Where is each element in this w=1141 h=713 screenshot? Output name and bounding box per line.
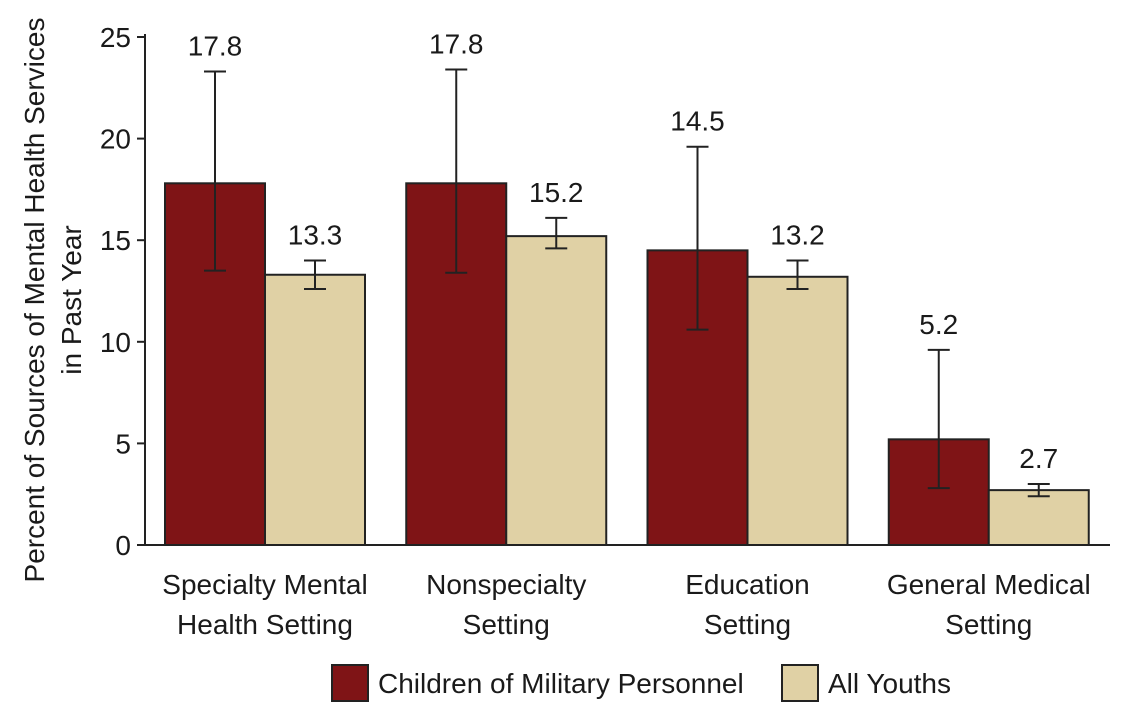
y-tick-label: 20 xyxy=(100,124,131,155)
legend-label: All Youths xyxy=(828,668,951,699)
y-tick-label: 0 xyxy=(115,530,131,561)
data-label: 13.2 xyxy=(770,220,825,251)
bar xyxy=(987,489,1090,546)
x-category-label: General Medical xyxy=(887,569,1091,600)
y-axis-title-line: Percent of Sources of Mental Health Serv… xyxy=(19,18,50,583)
x-category-label: Nonspecialty xyxy=(426,569,586,600)
y-tick-label: 10 xyxy=(100,327,131,358)
data-label: 15.2 xyxy=(529,177,584,208)
x-category-label: Specialty Mental xyxy=(162,569,367,600)
legend-label: Children of Military Personnel xyxy=(378,668,744,699)
data-label: 14.5 xyxy=(670,106,725,137)
y-tick-label: 25 xyxy=(100,22,131,53)
data-label: 17.8 xyxy=(429,29,484,60)
x-category-label: Setting xyxy=(463,609,550,640)
legend-swatch xyxy=(331,664,369,702)
x-category-label: Health Setting xyxy=(177,609,353,640)
y-tick-label: 15 xyxy=(100,225,131,256)
x-category-label: Setting xyxy=(945,609,1032,640)
data-label: 2.7 xyxy=(1019,443,1058,474)
data-label: 17.8 xyxy=(188,31,243,62)
bar xyxy=(505,235,608,547)
y-tick-label: 5 xyxy=(115,428,131,459)
legend-swatch xyxy=(781,664,819,702)
y-axis-title-line: in Past Year xyxy=(56,225,87,374)
data-label: 13.3 xyxy=(288,220,343,251)
x-category-label: Setting xyxy=(704,609,791,640)
data-label: 5.2 xyxy=(919,309,958,340)
bar xyxy=(746,275,849,546)
bar xyxy=(264,273,366,546)
x-category-label: Education xyxy=(685,569,810,600)
